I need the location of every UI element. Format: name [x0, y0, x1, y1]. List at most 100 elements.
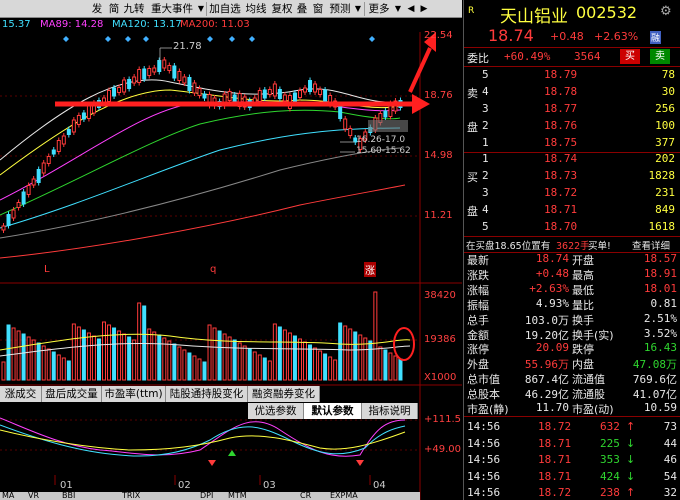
tab-vr[interactable]: VR	[28, 492, 40, 500]
toolbar-btn-predict[interactable]: 预测	[329, 3, 351, 15]
gear-icon[interactable]: ⚙	[660, 4, 672, 19]
toolbar-btn-jiuzhuan[interactable]: 九转	[123, 3, 145, 15]
chevron-down-icon[interactable]: ▼	[354, 4, 362, 13]
stat-row: 涨停 20.09 跌停 16.43	[464, 341, 680, 356]
ask-side-label: 盘	[467, 121, 478, 134]
event-markers[interactable]	[63, 36, 375, 42]
tab-volume[interactable]: 涨成交量	[0, 386, 42, 416]
tab-indicator-help[interactable]: 指标说明	[362, 403, 418, 419]
tab-mtm[interactable]: MTM	[228, 492, 247, 500]
stat-value: 47.08万	[632, 358, 677, 372]
bid-level: 2	[482, 169, 489, 182]
stock-chart[interactable]	[0, 0, 462, 500]
tab-optimal-params[interactable]: 优选参数	[248, 403, 304, 419]
volume-bar	[16, 330, 21, 381]
candle	[157, 60, 162, 72]
volume-bar	[287, 332, 292, 381]
stat-label: 外盘	[467, 358, 489, 372]
stat-label: 最低	[572, 283, 594, 297]
tab-northbound[interactable]: 陆股通持股变化	[166, 386, 248, 402]
tab-pe[interactable]: 市盈率(ttm)	[102, 386, 166, 402]
candle	[348, 128, 353, 136]
trade-price: 18.71	[538, 436, 572, 450]
tab-expma[interactable]: EXPMA	[330, 492, 358, 500]
toolbar-btn-fa[interactable]: 发	[91, 3, 103, 15]
ask-level: 3	[482, 102, 489, 115]
candle	[112, 87, 117, 97]
volume-bar	[102, 321, 106, 381]
stat-label: 总股本	[467, 388, 500, 402]
tab-after-hours[interactable]: 盘后成交量	[42, 386, 102, 402]
tab-default-params[interactable]: 默认参数	[304, 403, 362, 419]
candle	[313, 83, 318, 93]
tab-bbi[interactable]: BBI	[62, 492, 76, 500]
collapse-icon[interactable]: ▶	[420, 4, 428, 14]
candle	[117, 87, 122, 93]
price-axis-label: 11.21	[424, 210, 453, 221]
volume-bar	[86, 332, 91, 381]
toolbar-btn-overlay[interactable]: 叠	[296, 3, 308, 15]
price-pct: +2.63%	[594, 30, 639, 43]
stat-label: 涨幅	[467, 283, 489, 297]
expand-icon[interactable]: ◀	[407, 4, 415, 14]
bid-row[interactable]: 盘 4 18.71 849	[464, 201, 680, 219]
notice-detail-link[interactable]: 查看详细	[632, 241, 671, 252]
candle	[363, 131, 368, 141]
ask-row[interactable]: 3 18.77 256	[464, 100, 680, 118]
volume-bar	[277, 326, 282, 381]
candle	[297, 90, 302, 98]
candlesticks[interactable]	[1, 57, 403, 233]
ask-row[interactable]: 卖 4 18.78 30	[464, 83, 680, 101]
candle	[197, 88, 202, 96]
candle	[11, 209, 16, 219]
tab-dpi[interactable]: DPI	[200, 492, 214, 500]
tab-cr[interactable]: CR	[300, 492, 312, 500]
sell-button[interactable]: 卖	[650, 49, 670, 64]
toolbar-btn-adjust[interactable]: 复权	[271, 3, 293, 15]
toolbar-btn-events[interactable]: 重大事件	[151, 3, 193, 15]
toolbar-btn-ma[interactable]: 均线	[245, 3, 267, 15]
candle	[318, 89, 323, 95]
ask-row[interactable]: 1 18.75 377	[464, 134, 680, 152]
stat-row: 振幅 4.93% 量比 0.81	[464, 297, 680, 312]
toolbar-btn-window[interactable]: 窗	[312, 3, 324, 15]
bid-price: 18.71	[544, 203, 578, 216]
volume-bar	[343, 325, 348, 381]
notice-vol: 3622手	[556, 241, 590, 252]
bid-row[interactable]: 买 2 18.73 1828	[464, 167, 680, 185]
toolbar-btn-add-watch[interactable]: 加自选	[209, 3, 241, 15]
trade-price: 18.71	[538, 469, 572, 483]
price-axis-label: 22.54	[424, 30, 453, 41]
candle	[132, 76, 137, 84]
tab-trix[interactable]: TRIX	[122, 492, 141, 500]
tab-ma[interactable]: MA	[2, 492, 15, 500]
bid-row[interactable]: 3 18.72 231	[464, 184, 680, 202]
volume-bar	[182, 349, 187, 381]
tab-margin[interactable]: 融资融券变化	[248, 386, 320, 402]
volume-bars[interactable]	[1, 291, 403, 381]
volume-bar	[66, 360, 71, 381]
chevron-down-icon[interactable]: ▼	[197, 4, 205, 13]
candle	[167, 65, 172, 71]
ask-row[interactable]: 盘 2 18.76 100	[464, 117, 680, 135]
ma-legend-item: MA120: 13.17	[112, 19, 182, 30]
volume-bar	[323, 353, 328, 381]
stat-value: 103.0万	[524, 313, 569, 327]
bid-row[interactable]: 1 18.74 202	[464, 150, 680, 168]
candle	[232, 94, 237, 102]
volume-bar	[46, 348, 51, 381]
chevron-down-icon[interactable]: ▼	[394, 4, 402, 13]
ask-row[interactable]: 5 18.79 78	[464, 66, 680, 84]
buy-button[interactable]: 买	[620, 49, 640, 64]
bid-row[interactable]: 5 18.70 1618	[464, 218, 680, 236]
candle	[272, 83, 277, 97]
stat-label: 跌停	[572, 343, 594, 357]
volume-bar	[318, 350, 323, 381]
toolbar-btn-jian[interactable]: 简	[108, 3, 120, 15]
trade-volume: 632	[600, 420, 620, 433]
toolbar-btn-more[interactable]: 更多	[368, 3, 390, 15]
chart-toolbar: 发 简 九转 重大事件 ▼ 加自选 均线 复权 叠 窗 预测 ▼ 更多 ▼ ◀ …	[0, 0, 462, 18]
date-label: 01	[60, 480, 73, 491]
bid-level: 3	[482, 186, 489, 199]
ask-side-label: 卖	[467, 87, 478, 100]
